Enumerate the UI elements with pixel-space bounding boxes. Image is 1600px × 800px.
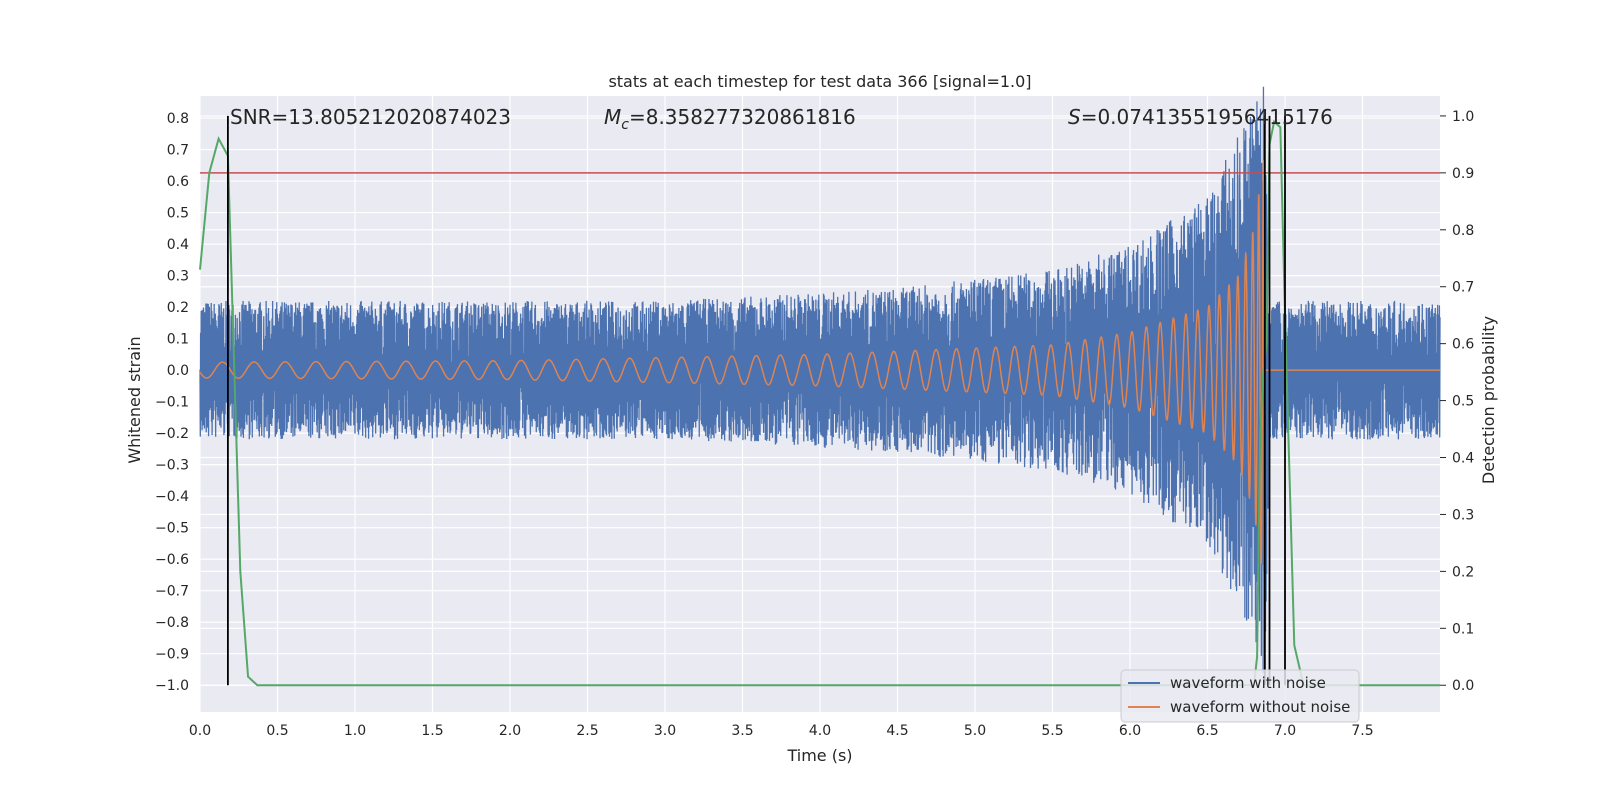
x-tick-label: 5.0 — [964, 723, 986, 739]
y2-axis-label: Detection probability — [1479, 316, 1498, 484]
y2-tick-label: 0.8 — [1452, 223, 1474, 239]
y2-tick-label: 0.9 — [1452, 166, 1474, 182]
snr-annotation: SNR=13.805212020874023 — [230, 105, 511, 129]
x-tick-label: 6.0 — [1119, 723, 1141, 739]
x-tick-label: 5.5 — [1041, 723, 1063, 739]
y-tick-label: −0.1 — [155, 395, 189, 411]
x-tick-label: 2.5 — [576, 723, 598, 739]
series-noisy-waveform — [199, 86, 1441, 674]
x-tick-label: 4.5 — [886, 723, 908, 739]
mc-value: =8.358277320861816 — [629, 105, 856, 129]
y-tick-label: −0.8 — [155, 615, 189, 631]
y-tick-label: −0.9 — [155, 647, 189, 663]
x-tick-label: 7.0 — [1274, 723, 1296, 739]
series-clean-waveform — [199, 159, 1440, 565]
x-tick-label: 1.0 — [344, 723, 366, 739]
legend-label-clean: waveform without noise — [1170, 698, 1350, 716]
y-tick-label: 0.2 — [167, 300, 189, 316]
y-tick-label: 0.3 — [167, 269, 189, 285]
chirp-mass-annotation: Mc=8.358277320861816 — [604, 105, 856, 133]
y2-tick-label: 0.1 — [1452, 621, 1474, 637]
chart-title: stats at each timestep for test data 366… — [608, 72, 1031, 91]
y-tick-label: −0.7 — [155, 584, 189, 600]
x-axis-label: Time (s) — [786, 746, 852, 765]
y2-tick-label: 0.5 — [1452, 394, 1474, 410]
y-tick-label: 0.1 — [167, 332, 189, 348]
y2-tick-label: 0.0 — [1452, 678, 1474, 694]
s-symbol: S — [1068, 105, 1081, 129]
x-tick-label: 0.0 — [189, 723, 211, 739]
x-tick-label: 2.0 — [499, 723, 521, 739]
y-tick-label: −0.5 — [155, 521, 189, 537]
legend-box — [1120, 669, 1360, 723]
y-tick-label: −0.6 — [155, 552, 189, 568]
x-tick-label: 6.5 — [1196, 723, 1218, 739]
x-tick-label: 7.5 — [1351, 723, 1373, 739]
y-tick-label: −0.4 — [155, 489, 189, 505]
y-tick-label: 0.8 — [167, 111, 189, 127]
y2-tick-label: 0.3 — [1452, 507, 1474, 523]
y-tick-label: −0.2 — [155, 426, 189, 442]
y-tick-label: 0.6 — [167, 174, 189, 190]
y2-tick-label: 1.0 — [1452, 109, 1474, 125]
y-tick-label: 0.5 — [167, 206, 189, 222]
x-tick-label: 3.5 — [731, 723, 753, 739]
x-tick-label: 1.5 — [421, 723, 443, 739]
legend: waveform with noise waveform without noi… — [1120, 669, 1360, 723]
series-layer — [199, 86, 1441, 674]
x-tick-label: 0.5 — [266, 723, 288, 739]
tick-layer: 0.0 0.5 1.0 1.5 2.0 2.5 3.0 3.5 4.0 4.5 5.0 5.5 6.0 6… — [155, 109, 1474, 739]
x-tick-label: 4.0 — [809, 723, 831, 739]
y-tick-label: 0.4 — [167, 237, 189, 253]
y-axis-label: Whitened strain — [125, 336, 144, 463]
y2-tick-label: 0.4 — [1452, 451, 1474, 467]
y-tick-label: 0.7 — [167, 143, 189, 159]
mc-symbol: M — [604, 105, 621, 129]
y2-tick-label: 0.7 — [1452, 280, 1474, 296]
s-value: =0.07413551956415176 — [1081, 105, 1333, 129]
s-annotation: S=0.07413551956415176 — [1068, 105, 1333, 129]
y2-tick-label: 0.6 — [1452, 337, 1474, 353]
x-tick-label: 3.0 — [654, 723, 676, 739]
y-tick-label: −0.3 — [155, 458, 189, 474]
y-tick-label: −1.0 — [155, 678, 189, 694]
mc-subscript: c — [621, 117, 629, 133]
y-tick-label: 0.0 — [167, 363, 189, 379]
y2-tick-label: 0.2 — [1452, 564, 1474, 580]
legend-label-noisy: waveform with noise — [1170, 674, 1326, 692]
